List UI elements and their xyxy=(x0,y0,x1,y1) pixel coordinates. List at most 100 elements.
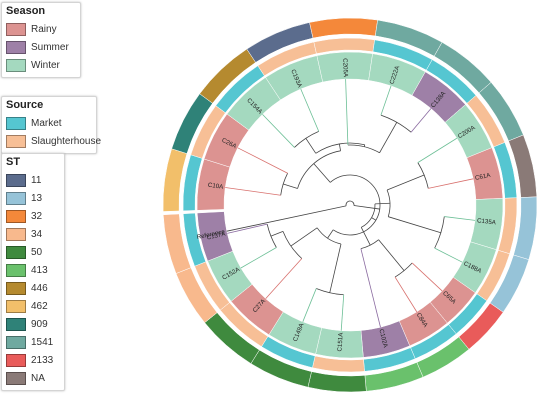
tree-arc xyxy=(316,227,342,245)
tree-branch xyxy=(265,258,303,299)
tree-branch xyxy=(290,227,318,247)
legend-item-source: Slaughterhouse xyxy=(6,132,101,150)
leaf-label: C151A xyxy=(336,332,344,352)
legend-label: Summer xyxy=(31,41,69,53)
legend-swatch xyxy=(6,134,26,148)
tree-branch xyxy=(380,85,392,116)
tree-arc xyxy=(345,200,355,206)
st-legend: ST 11 13 32 34 50 413 446 462 909 1541 2133 NA xyxy=(1,153,65,391)
tree-branch xyxy=(345,79,349,146)
tree-branch xyxy=(300,88,320,132)
legend-label: 909 xyxy=(31,318,48,330)
source-ring xyxy=(182,37,518,373)
leaf-label: C137A xyxy=(206,230,227,241)
tree-branch xyxy=(302,288,317,322)
tree-branch xyxy=(388,216,441,234)
legend-item-st: 2133 xyxy=(6,351,60,369)
tree-branch xyxy=(371,217,377,221)
tree-branch xyxy=(374,202,390,205)
tree-branch xyxy=(410,108,432,133)
tree-branch xyxy=(338,143,341,151)
tree-branches xyxy=(225,79,476,331)
legend-item-st: 1541 xyxy=(6,333,60,351)
tree-arc xyxy=(282,231,303,259)
legend-label: Slaughterhouse xyxy=(31,135,102,147)
legend-label: Rainy xyxy=(31,23,57,35)
st-cell xyxy=(307,371,367,393)
tree-arc xyxy=(315,142,365,154)
legend-label: 413 xyxy=(31,264,48,276)
legend-item-st: 462 xyxy=(6,297,60,315)
tree-branch xyxy=(394,276,418,313)
source-cell xyxy=(313,37,375,54)
tree-branch xyxy=(227,223,268,234)
legend-item-st: 11 xyxy=(6,171,60,189)
legend-item-st: 32 xyxy=(6,207,60,225)
tree-arc xyxy=(329,174,381,236)
tree-branch xyxy=(329,243,342,293)
legend-swatch xyxy=(6,335,26,349)
leaf-label: C205A xyxy=(341,58,349,78)
legend-label: 34 xyxy=(31,228,43,240)
tree-branch xyxy=(240,247,277,269)
st-cell xyxy=(162,213,192,274)
tree-branch xyxy=(327,229,334,239)
leaf-label: C102A xyxy=(377,328,389,349)
legend-label: 446 xyxy=(31,282,48,294)
legend-label: 13 xyxy=(31,192,43,204)
st-legend-title: ST xyxy=(6,156,21,168)
tree-arc xyxy=(347,144,380,154)
legend-swatch xyxy=(6,245,26,259)
legend-item-st: 413 xyxy=(6,261,60,279)
tree-arc xyxy=(380,114,412,133)
tree-branch xyxy=(225,187,281,196)
legend-label: 32 xyxy=(31,210,43,222)
legend-swatch xyxy=(6,40,26,54)
tree-branch xyxy=(313,163,331,183)
legend-swatch xyxy=(6,209,26,223)
legend-item-source: Market xyxy=(6,114,92,132)
tree-branch xyxy=(379,122,398,153)
legend-label: NA xyxy=(31,372,45,384)
source-cell xyxy=(312,355,365,373)
legend-swatch xyxy=(6,317,26,331)
tree-branch xyxy=(270,231,284,237)
tree-branch xyxy=(434,247,463,263)
tree-branch xyxy=(237,147,288,174)
tree-branch xyxy=(428,178,474,189)
tree-branch xyxy=(283,183,298,189)
legend-label: 11 xyxy=(31,174,42,186)
tree-branch xyxy=(305,138,317,154)
legend-label: Market xyxy=(31,117,62,129)
legend-swatch xyxy=(6,371,26,385)
tree-arc xyxy=(266,224,277,248)
legend-swatch xyxy=(6,227,26,241)
tree-branch xyxy=(411,262,443,292)
tree-branch xyxy=(360,227,371,246)
source-legend-title: Source xyxy=(6,99,44,111)
leaf-label: C61A xyxy=(475,172,492,182)
legend-swatch xyxy=(6,191,26,205)
leaf-label: C10A xyxy=(207,182,224,191)
legend-item-season: Winter xyxy=(6,56,76,74)
legend-swatch xyxy=(6,116,26,130)
tree-branch xyxy=(340,294,345,331)
season-ring xyxy=(196,51,504,359)
legend-item-st: 446 xyxy=(6,279,60,297)
season-legend: Season Rainy Summer Winter xyxy=(1,2,81,78)
tree-arc xyxy=(361,203,376,228)
source-cell xyxy=(182,212,207,267)
legend-label: 1541 xyxy=(31,336,54,348)
season-legend-items: Rainy Summer Winter xyxy=(6,20,76,74)
legend-item-st: NA xyxy=(6,369,60,387)
tree-branch xyxy=(353,205,380,210)
tree-branch xyxy=(226,205,347,232)
legend-swatch xyxy=(6,263,26,277)
season-cell xyxy=(196,211,234,262)
tree-arc xyxy=(297,150,341,189)
legend-swatch xyxy=(6,58,26,72)
legend-item-st: 13 xyxy=(6,189,60,207)
legend-item-season: Summer xyxy=(6,38,76,56)
tree-branch xyxy=(378,239,405,271)
